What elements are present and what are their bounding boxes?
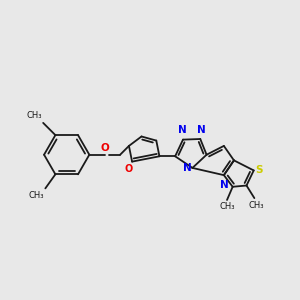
Text: N: N — [178, 125, 187, 135]
Text: O: O — [124, 164, 132, 174]
Text: S: S — [256, 165, 263, 175]
Text: N: N — [220, 179, 229, 190]
Text: CH₃: CH₃ — [26, 111, 42, 120]
Text: CH₃: CH₃ — [248, 201, 264, 210]
Text: N: N — [196, 124, 205, 135]
Text: CH₃: CH₃ — [219, 202, 235, 211]
Text: O: O — [101, 143, 110, 153]
Text: CH₃: CH₃ — [28, 191, 44, 200]
Text: N: N — [183, 163, 192, 173]
